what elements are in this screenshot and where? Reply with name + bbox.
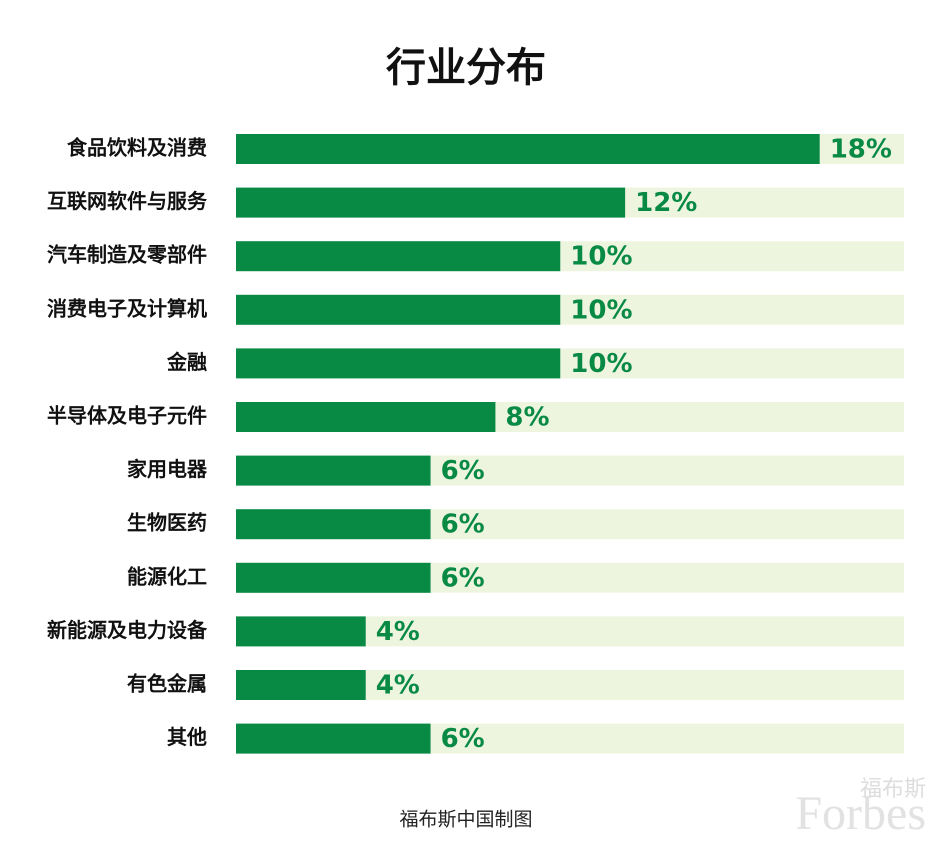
category-label: 消费电子及计算机 [47, 296, 207, 320]
value-label: 6% [441, 724, 485, 754]
category-label: 其他 [167, 725, 207, 749]
bar [236, 294, 561, 325]
watermark: Forbes [795, 787, 926, 840]
value-label: 10% [570, 349, 632, 379]
category-label: 互联网软件与服务 [47, 189, 208, 213]
bar [236, 187, 626, 218]
category-label: 汽车制造及零部件 [47, 243, 207, 267]
value-label: 6% [441, 563, 485, 593]
bar [236, 616, 366, 647]
bar [236, 134, 820, 164]
source: 福布斯中国制图 [399, 809, 532, 831]
value-label: 4% [376, 617, 420, 647]
value-label: 6% [441, 456, 485, 486]
category-label: 金融 [166, 350, 207, 374]
bar [236, 348, 561, 379]
category-label: 有色金属 [127, 672, 207, 696]
chart-title: 行业分布 [386, 45, 546, 91]
category-label: 能源化工 [127, 564, 207, 588]
value-label: 10% [570, 242, 632, 272]
value-label: 6% [441, 510, 485, 540]
value-label: 12% [635, 188, 697, 218]
value-label: 18% [830, 135, 892, 165]
watermark: 福布斯 [860, 777, 926, 802]
value-label: 8% [505, 403, 549, 433]
bar [236, 509, 431, 540]
category-label: 家用电器 [127, 457, 208, 481]
bar [236, 670, 366, 700]
category-label: 半导体及电子元件 [47, 404, 207, 428]
category-label: 食品饮料及消费 [67, 136, 207, 160]
category-label: 生物医药 [127, 511, 207, 535]
value-label: 10% [570, 295, 632, 325]
bar [236, 723, 431, 754]
category-label: 新能源及电力设备 [47, 618, 208, 642]
value-label: 4% [376, 671, 420, 701]
bar [236, 241, 561, 272]
bar [236, 455, 431, 486]
bar [236, 402, 496, 432]
bar [236, 562, 431, 593]
